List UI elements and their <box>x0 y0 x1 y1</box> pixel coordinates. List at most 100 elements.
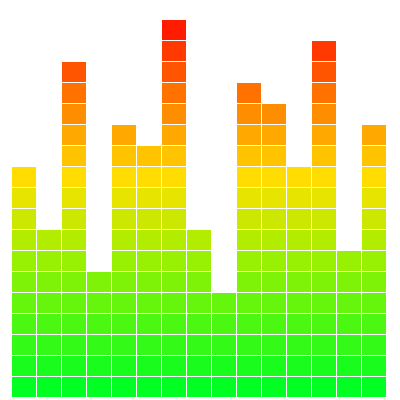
equalizer-segment <box>162 230 187 251</box>
equalizer-segment <box>112 209 137 230</box>
equalizer-segment <box>137 209 162 230</box>
equalizer-segment <box>312 104 337 125</box>
equalizer-segment <box>62 377 87 398</box>
equalizer-segment <box>262 230 287 251</box>
equalizer-segment <box>112 188 137 209</box>
equalizer-segment <box>287 293 312 314</box>
equalizer-segment <box>137 356 162 377</box>
equalizer-segment <box>112 377 137 398</box>
equalizer-segment <box>312 314 337 335</box>
equalizer-bar <box>237 0 262 398</box>
equalizer-segment <box>237 251 262 272</box>
equalizer-segment <box>137 272 162 293</box>
equalizer-segment <box>112 251 137 272</box>
equalizer-segment <box>262 167 287 188</box>
equalizer-segment <box>312 356 337 377</box>
equalizer-segment <box>212 293 237 314</box>
equalizer-bar <box>312 0 337 398</box>
equalizer-segment <box>362 356 387 377</box>
equalizer-segment <box>362 335 387 356</box>
equalizer-segment <box>162 20 187 41</box>
equalizer-segment <box>337 293 362 314</box>
equalizer-segment <box>337 356 362 377</box>
equalizer-segment <box>162 251 187 272</box>
equalizer-segment <box>187 377 212 398</box>
equalizer-segment <box>37 272 62 293</box>
equalizer-segment <box>287 209 312 230</box>
equalizer-segment <box>262 272 287 293</box>
equalizer-segment <box>287 188 312 209</box>
equalizer-segment <box>312 377 337 398</box>
equalizer-segment <box>237 272 262 293</box>
equalizer-segment <box>162 125 187 146</box>
equalizer-bar <box>112 0 137 398</box>
equalizer-segment <box>12 272 37 293</box>
equalizer-bar <box>87 0 112 398</box>
equalizer-segment <box>262 104 287 125</box>
equalizer-segment <box>162 335 187 356</box>
equalizer-segment <box>362 230 387 251</box>
equalizer-segment <box>362 293 387 314</box>
equalizer-segment <box>262 188 287 209</box>
equalizer-segment <box>37 314 62 335</box>
equalizer-segment <box>112 125 137 146</box>
equalizer-segment <box>62 104 87 125</box>
equalizer-segment <box>12 335 37 356</box>
equalizer-segment <box>37 293 62 314</box>
equalizer-segment <box>12 251 37 272</box>
equalizer-segment <box>237 377 262 398</box>
equalizer-segment <box>362 251 387 272</box>
equalizer-segment <box>62 62 87 83</box>
equalizer-segment <box>112 146 137 167</box>
equalizer-segment <box>37 377 62 398</box>
equalizer-segment <box>287 251 312 272</box>
equalizer-segment <box>262 251 287 272</box>
equalizer-segment <box>37 230 62 251</box>
equalizer-segment <box>337 314 362 335</box>
equalizer-segment <box>287 272 312 293</box>
equalizer-segment <box>137 230 162 251</box>
equalizer-segment <box>137 293 162 314</box>
equalizer-segment <box>312 146 337 167</box>
equalizer-segment <box>162 167 187 188</box>
equalizer-segment <box>162 272 187 293</box>
equalizer-segment <box>87 272 112 293</box>
equalizer-segment <box>237 209 262 230</box>
equalizer-segment <box>262 356 287 377</box>
equalizer-segment <box>162 377 187 398</box>
equalizer-segment <box>162 41 187 62</box>
equalizer-segment <box>237 104 262 125</box>
equalizer-segment <box>62 314 87 335</box>
equalizer-segment <box>62 83 87 104</box>
equalizer-segment <box>312 125 337 146</box>
equalizer-segment <box>312 188 337 209</box>
equalizer-bar <box>37 0 62 398</box>
equalizer-bar <box>362 0 387 398</box>
equalizer-segment <box>262 377 287 398</box>
equalizer-segment <box>187 272 212 293</box>
equalizer-segment <box>87 314 112 335</box>
equalizer-segment <box>137 251 162 272</box>
equalizer-segment <box>137 188 162 209</box>
equalizer-segment <box>87 356 112 377</box>
equalizer-segment <box>62 209 87 230</box>
equalizer-segment <box>312 272 337 293</box>
equalizer-bar <box>187 0 212 398</box>
equalizer-segment <box>137 314 162 335</box>
equalizer-segment <box>187 251 212 272</box>
equalizer-segment <box>137 167 162 188</box>
equalizer-segment <box>362 167 387 188</box>
equalizer-segment <box>112 272 137 293</box>
equalizer-segment <box>12 314 37 335</box>
equalizer-segment <box>187 293 212 314</box>
equalizer-segment <box>237 356 262 377</box>
equalizer-segment <box>62 167 87 188</box>
equalizer-segment <box>237 188 262 209</box>
equalizer-segment <box>362 209 387 230</box>
equalizer-segment <box>137 377 162 398</box>
equalizer-segment <box>262 146 287 167</box>
equalizer-segment <box>262 335 287 356</box>
equalizer-segment <box>337 377 362 398</box>
equalizer-segment <box>62 251 87 272</box>
equalizer-bar <box>62 0 87 398</box>
